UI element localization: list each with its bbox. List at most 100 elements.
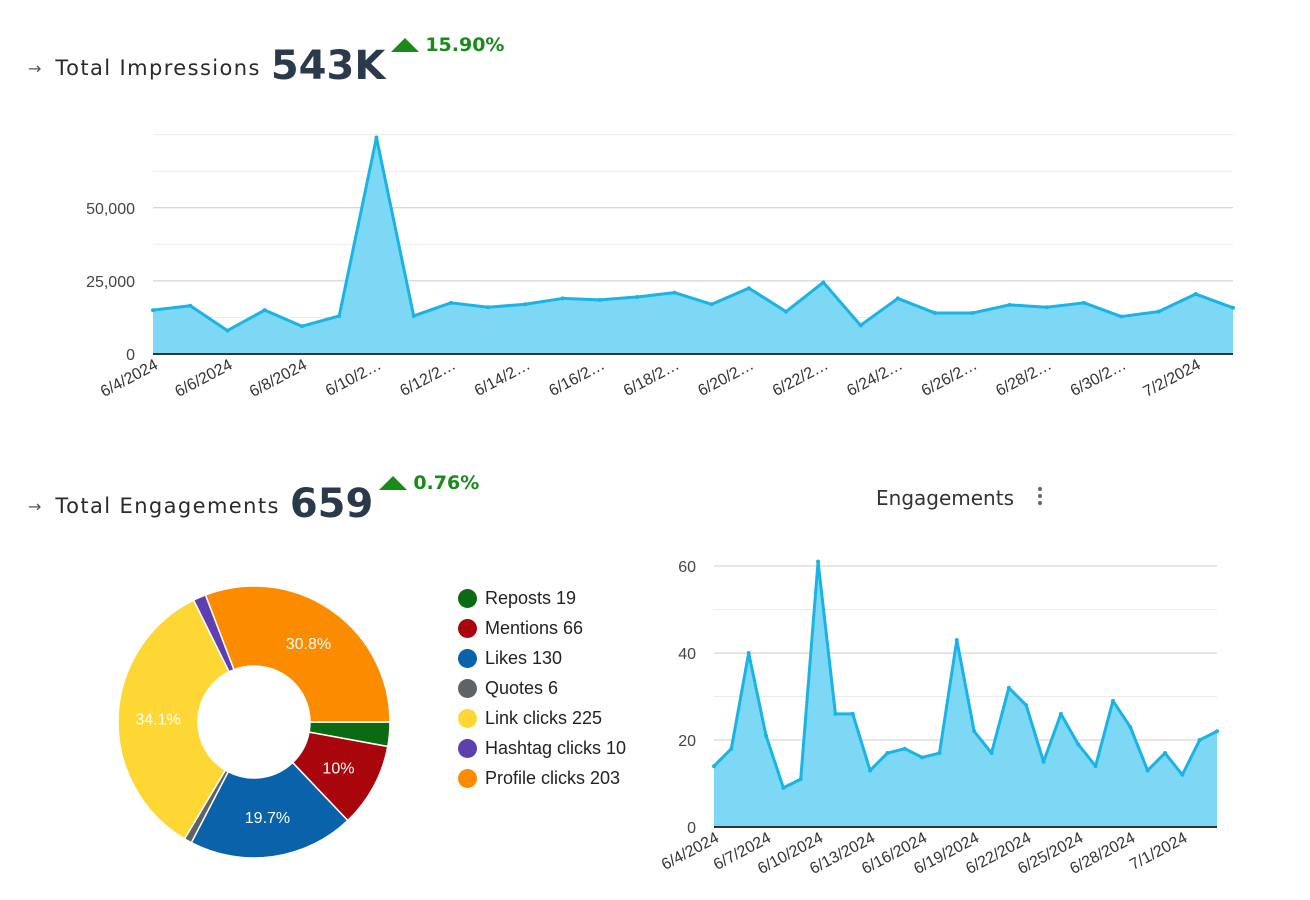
x-tick-label: 6/16/2… [546,357,607,400]
data-point[interactable] [635,294,640,299]
slice-percent-label: 10% [322,761,354,778]
legend-label: Reposts 19 [485,587,577,608]
data-point[interactable] [746,651,751,655]
data-point[interactable] [1076,742,1081,747]
pie-slice-profile-clicks[interactable] [204,585,391,723]
legend-swatch [458,738,477,758]
legend-item-likes[interactable]: Likes 130 [458,643,626,673]
legend-item-mentions[interactable]: Mentions 66 [458,613,626,643]
engagement-breakdown-donut: 10% 19.7% 34.1% 30.8% [117,585,391,859]
data-point[interactable] [1193,292,1198,297]
data-point[interactable] [709,302,714,307]
data-point[interactable] [1093,764,1098,769]
data-point[interactable] [989,751,994,756]
data-point[interactable] [970,311,975,316]
data-point[interactable] [411,313,416,318]
data-point[interactable] [1162,751,1167,756]
data-point[interactable] [1007,302,1012,307]
data-point[interactable] [937,751,942,756]
data-point[interactable] [1082,300,1087,305]
slice-percent-label: 30.8% [286,636,331,653]
data-point[interactable] [374,135,379,140]
data-point[interactable] [1119,314,1124,319]
x-tick-label: 7/2/2024 [1141,356,1204,400]
more-options-icon[interactable] [1038,487,1042,505]
data-point[interactable] [597,297,602,302]
pie-slice-likes[interactable] [190,761,349,859]
data-point[interactable] [902,746,907,751]
data-point[interactable] [672,290,677,295]
data-point[interactable] [972,729,977,734]
data-point[interactable] [1128,724,1133,729]
area-fill [153,137,1233,354]
x-tick-label: 6/26/2… [919,357,980,400]
data-point[interactable] [821,280,826,285]
arrow-right-icon[interactable]: → [28,59,42,78]
arrow-right-icon[interactable]: → [28,497,42,516]
data-point[interactable] [1197,738,1202,742]
impressions-value: 543K [270,43,386,89]
x-tick-label: 6/18/2… [621,357,682,400]
legend-swatch [458,768,477,788]
data-point[interactable] [1044,305,1049,310]
y-tick-label: 60 [678,559,696,576]
data-point[interactable] [1041,759,1046,764]
data-point[interactable] [225,328,230,333]
data-point[interactable] [868,768,873,773]
x-tick-label: 6/24/2… [844,357,905,400]
data-point[interactable] [1180,772,1185,777]
y-tick-label: 25,000 [86,274,135,291]
data-point[interactable] [1215,729,1219,734]
legend-item-reposts[interactable]: Reposts 19 [458,583,626,613]
impressions-delta-text: 15.90% [425,34,505,56]
data-point[interactable] [337,313,342,318]
series-line [712,560,1218,790]
x-tick-label: 6/10/2… [323,357,384,400]
data-point[interactable] [1058,711,1063,716]
series-line [152,136,1234,333]
data-point[interactable] [188,303,193,308]
data-point[interactable] [920,755,925,760]
pie-slice-link-clicks[interactable] [117,599,231,840]
legend-item-hashtag-clicks[interactable]: Hashtag clicks 10 [458,733,626,763]
data-point[interactable] [933,311,938,316]
engagements-label: Total Engagements [55,494,280,518]
data-point[interactable] [486,305,491,310]
data-point[interactable] [784,309,789,314]
data-point[interactable] [850,711,855,716]
data-point[interactable] [858,323,863,328]
data-point[interactable] [954,637,959,642]
engagements-delta-text: 0.76% [413,472,480,494]
data-point[interactable] [798,777,803,782]
legend-item-link-clicks[interactable]: Link clicks 225 [458,703,626,733]
data-point[interactable] [729,746,734,751]
data-point[interactable] [895,296,900,301]
data-point[interactable] [712,764,716,769]
data-point[interactable] [764,733,769,738]
data-point[interactable] [781,785,786,790]
data-point[interactable] [1231,305,1235,310]
data-point[interactable] [262,308,267,313]
data-point[interactable] [560,296,565,301]
data-point[interactable] [151,308,155,313]
data-point[interactable] [1145,768,1150,773]
data-point[interactable] [1006,685,1011,690]
y-tick-label: 0 [687,820,696,837]
data-point[interactable] [448,300,453,305]
data-point[interactable] [833,711,838,716]
x-tick-label: 6/30/2… [1068,357,1129,400]
legend-swatch [458,708,477,728]
data-point[interactable] [885,751,890,756]
data-point[interactable] [1110,698,1115,703]
legend-item-quotes[interactable]: Quotes 6 [458,673,626,703]
data-point[interactable] [816,559,821,564]
data-point[interactable] [299,324,304,329]
data-point[interactable] [1156,309,1161,314]
data-point[interactable] [746,286,751,291]
data-point[interactable] [523,302,528,307]
y-tick-label: 50,000 [86,201,135,218]
legend-label: Likes 130 [485,647,563,668]
legend-item-profile-clicks[interactable]: Profile clicks 203 [458,763,626,793]
data-point[interactable] [1024,703,1029,708]
